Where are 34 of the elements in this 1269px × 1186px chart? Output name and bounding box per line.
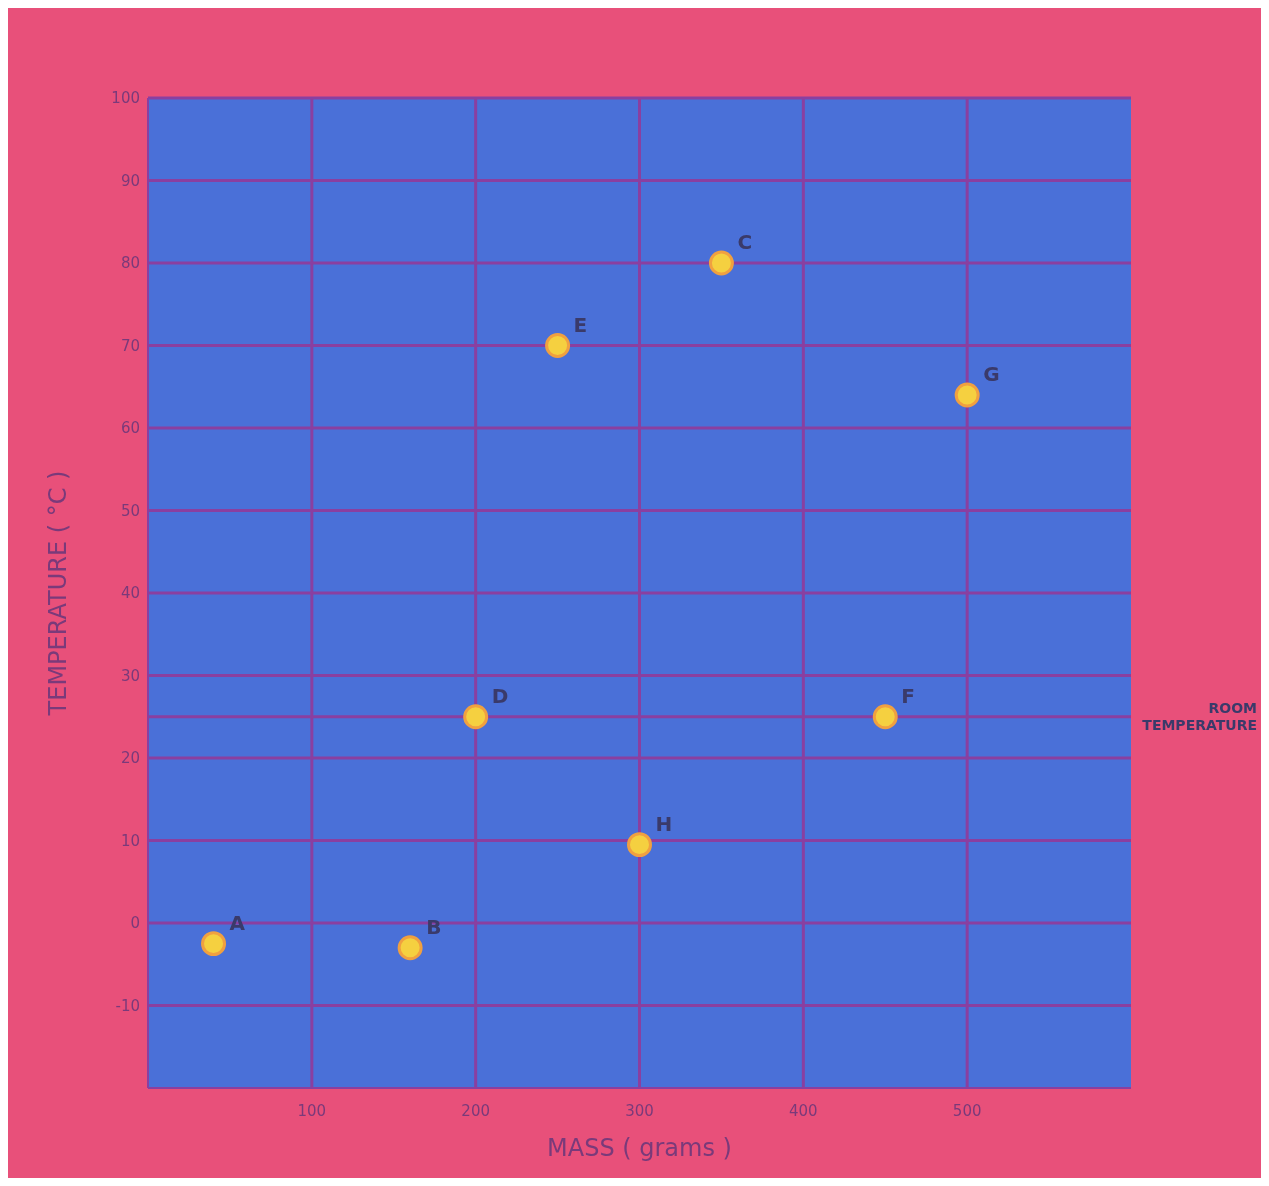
point bbox=[954, 382, 980, 408]
y-tick-label: 30 bbox=[120, 666, 140, 685]
y-tick-label: 90 bbox=[120, 171, 140, 190]
point bbox=[627, 832, 652, 858]
annotation: D bbox=[491, 683, 509, 708]
point bbox=[201, 931, 227, 957]
y-tick-label: 50 bbox=[120, 501, 140, 520]
y-tick-label: 100 bbox=[111, 89, 140, 107]
y-tick-label: 20 bbox=[120, 749, 140, 767]
y-tick-label: 10 bbox=[120, 831, 140, 850]
point bbox=[397, 935, 423, 961]
point bbox=[872, 704, 898, 730]
y-tick-label: 60 bbox=[120, 419, 140, 437]
x-tick-label: 200 bbox=[461, 1102, 490, 1120]
x-tick-label: 400 bbox=[789, 1102, 818, 1120]
point bbox=[463, 704, 489, 730]
point bbox=[708, 250, 734, 276]
x-tick-label: 300 bbox=[625, 1102, 654, 1120]
y-tick-label: -10 bbox=[115, 996, 140, 1015]
point bbox=[545, 333, 571, 358]
y-axis-title: TEMPERATURE ( °C ) bbox=[44, 470, 72, 717]
x-axis-title: MASS ( grams ) bbox=[547, 1134, 732, 1162]
y-tick-label: 70 bbox=[120, 336, 140, 355]
ref-line-label: ROOM TEMPERATURE bbox=[1142, 699, 1257, 733]
annotation: G bbox=[983, 362, 1000, 386]
y-tick-label: 80 bbox=[120, 254, 140, 272]
x-tick-label: 500 bbox=[952, 1102, 982, 1120]
annotation: H bbox=[655, 811, 673, 836]
x-tick-label: 100 bbox=[297, 1102, 327, 1120]
annotation: E bbox=[573, 312, 588, 337]
annotation: C bbox=[737, 230, 753, 254]
y-tick-label: 0 bbox=[130, 914, 140, 932]
y-tick-label: 40 bbox=[120, 584, 140, 602]
annotation: F bbox=[901, 683, 915, 708]
